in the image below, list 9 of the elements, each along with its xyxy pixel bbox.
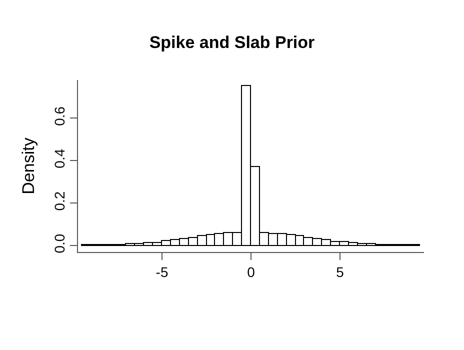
y-tick-label: 0.6 <box>51 106 68 126</box>
chart-title: Spike and Slab Prior <box>149 32 316 52</box>
y-tick-label: 0.0 <box>51 234 68 254</box>
y-axis-title: Density <box>18 137 38 194</box>
x-tick-label: 0 <box>247 264 256 280</box>
x-tick-label: 5 <box>336 264 344 280</box>
x-tick-label: -5 <box>156 264 168 280</box>
y-tick-label: 0.4 <box>51 148 68 168</box>
y-tick-label: 0.2 <box>51 191 68 211</box>
